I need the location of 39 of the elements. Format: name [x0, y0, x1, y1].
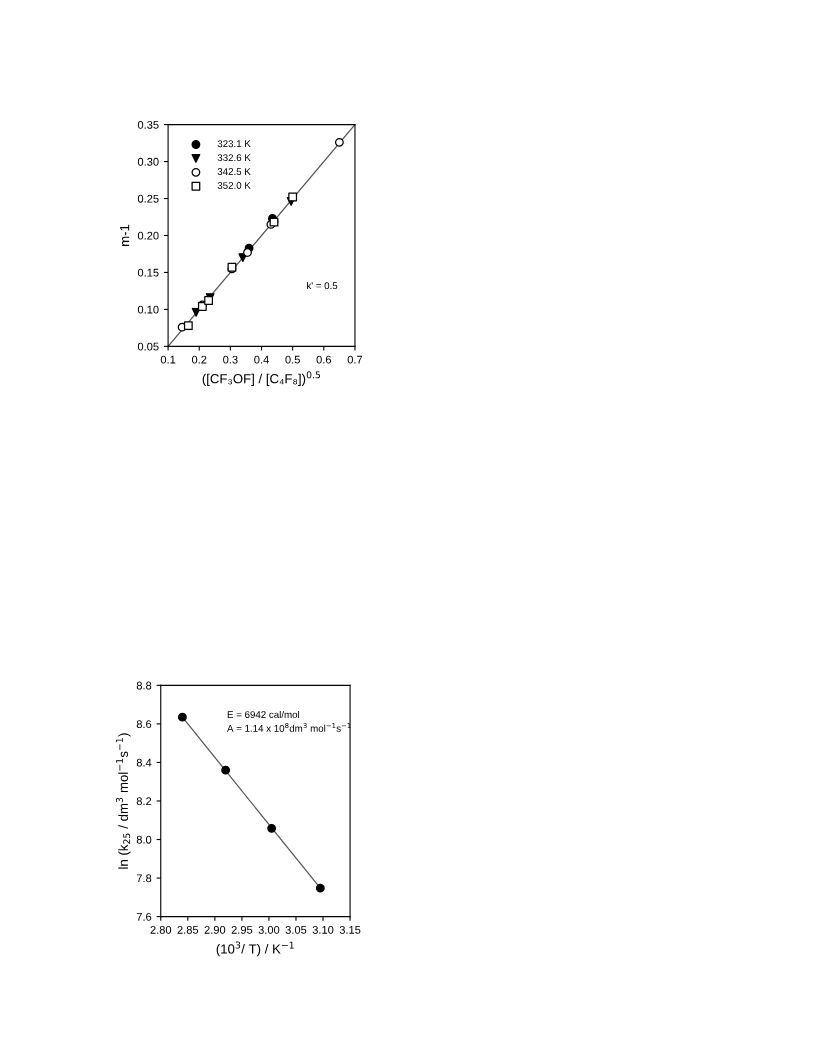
y-tick-label: 8.8 [136, 681, 152, 690]
y-tick-label: 0.20 [137, 231, 159, 240]
legend-label: 332.6 K [217, 154, 251, 162]
legend-label: 323.1 K [217, 140, 251, 148]
y-axis-title: m-1 [120, 224, 130, 246]
x-tick-label: 0.4 [254, 355, 269, 364]
y-tick-label: 8.6 [136, 720, 152, 729]
annotation: E = 6942 cal/mol [227, 710, 300, 719]
y-tick-label: 0.35 [137, 120, 159, 129]
y-tick-label: 0.15 [137, 268, 159, 277]
y-tick-label: 8.0 [136, 835, 152, 844]
x-axis-title: (10$^{3}$/ T) / K$^{−1}$ [216, 941, 294, 957]
y-tick-label: 0.10 [137, 305, 159, 314]
legend-label: 342.5 K [217, 168, 251, 175]
x-tick-label: 3.00 [258, 925, 280, 934]
x-tick-label: 2.80 [150, 925, 172, 934]
x-tick-label: 0.5 [285, 355, 300, 364]
y-tick-label: 0.30 [137, 157, 159, 166]
x-tick-label: 0.7 [347, 355, 363, 364]
x-tick-label: 3.15 [339, 925, 361, 934]
legend-label: 352.0 K [217, 182, 251, 189]
annotation: k' = 0.5 [307, 281, 338, 290]
x-tick-label: 2.90 [204, 925, 226, 934]
x-tick-label: 3.05 [285, 925, 307, 934]
x-tick-label: 2.95 [231, 925, 253, 934]
x-tick-label: 0.6 [316, 355, 332, 364]
x-tick-label: 2.85 [177, 925, 199, 934]
x-tick-label: 0.3 [223, 355, 238, 364]
y-tick-label: 0.05 [137, 342, 159, 351]
y-tick-label: 8.2 [136, 797, 152, 806]
y-tick-label: 0.25 [137, 194, 159, 203]
x-axis-title: ([CF₃OF] / [C₄F₈])$^{0.5}$ [202, 371, 321, 386]
x-tick-label: 3.10 [312, 925, 334, 934]
x-tick-label: 0.1 [160, 355, 176, 364]
y-tick-label: 8.4 [136, 758, 152, 767]
text: ln (k$_{25}$ / dm$^{3}$ mol$^{−1}$s$^{−1}$) [115, 733, 131, 869]
y-tick-label: 7.6 [136, 912, 152, 921]
x-tick-label: 0.2 [191, 355, 207, 364]
y-tick-label: 7.8 [136, 874, 152, 883]
